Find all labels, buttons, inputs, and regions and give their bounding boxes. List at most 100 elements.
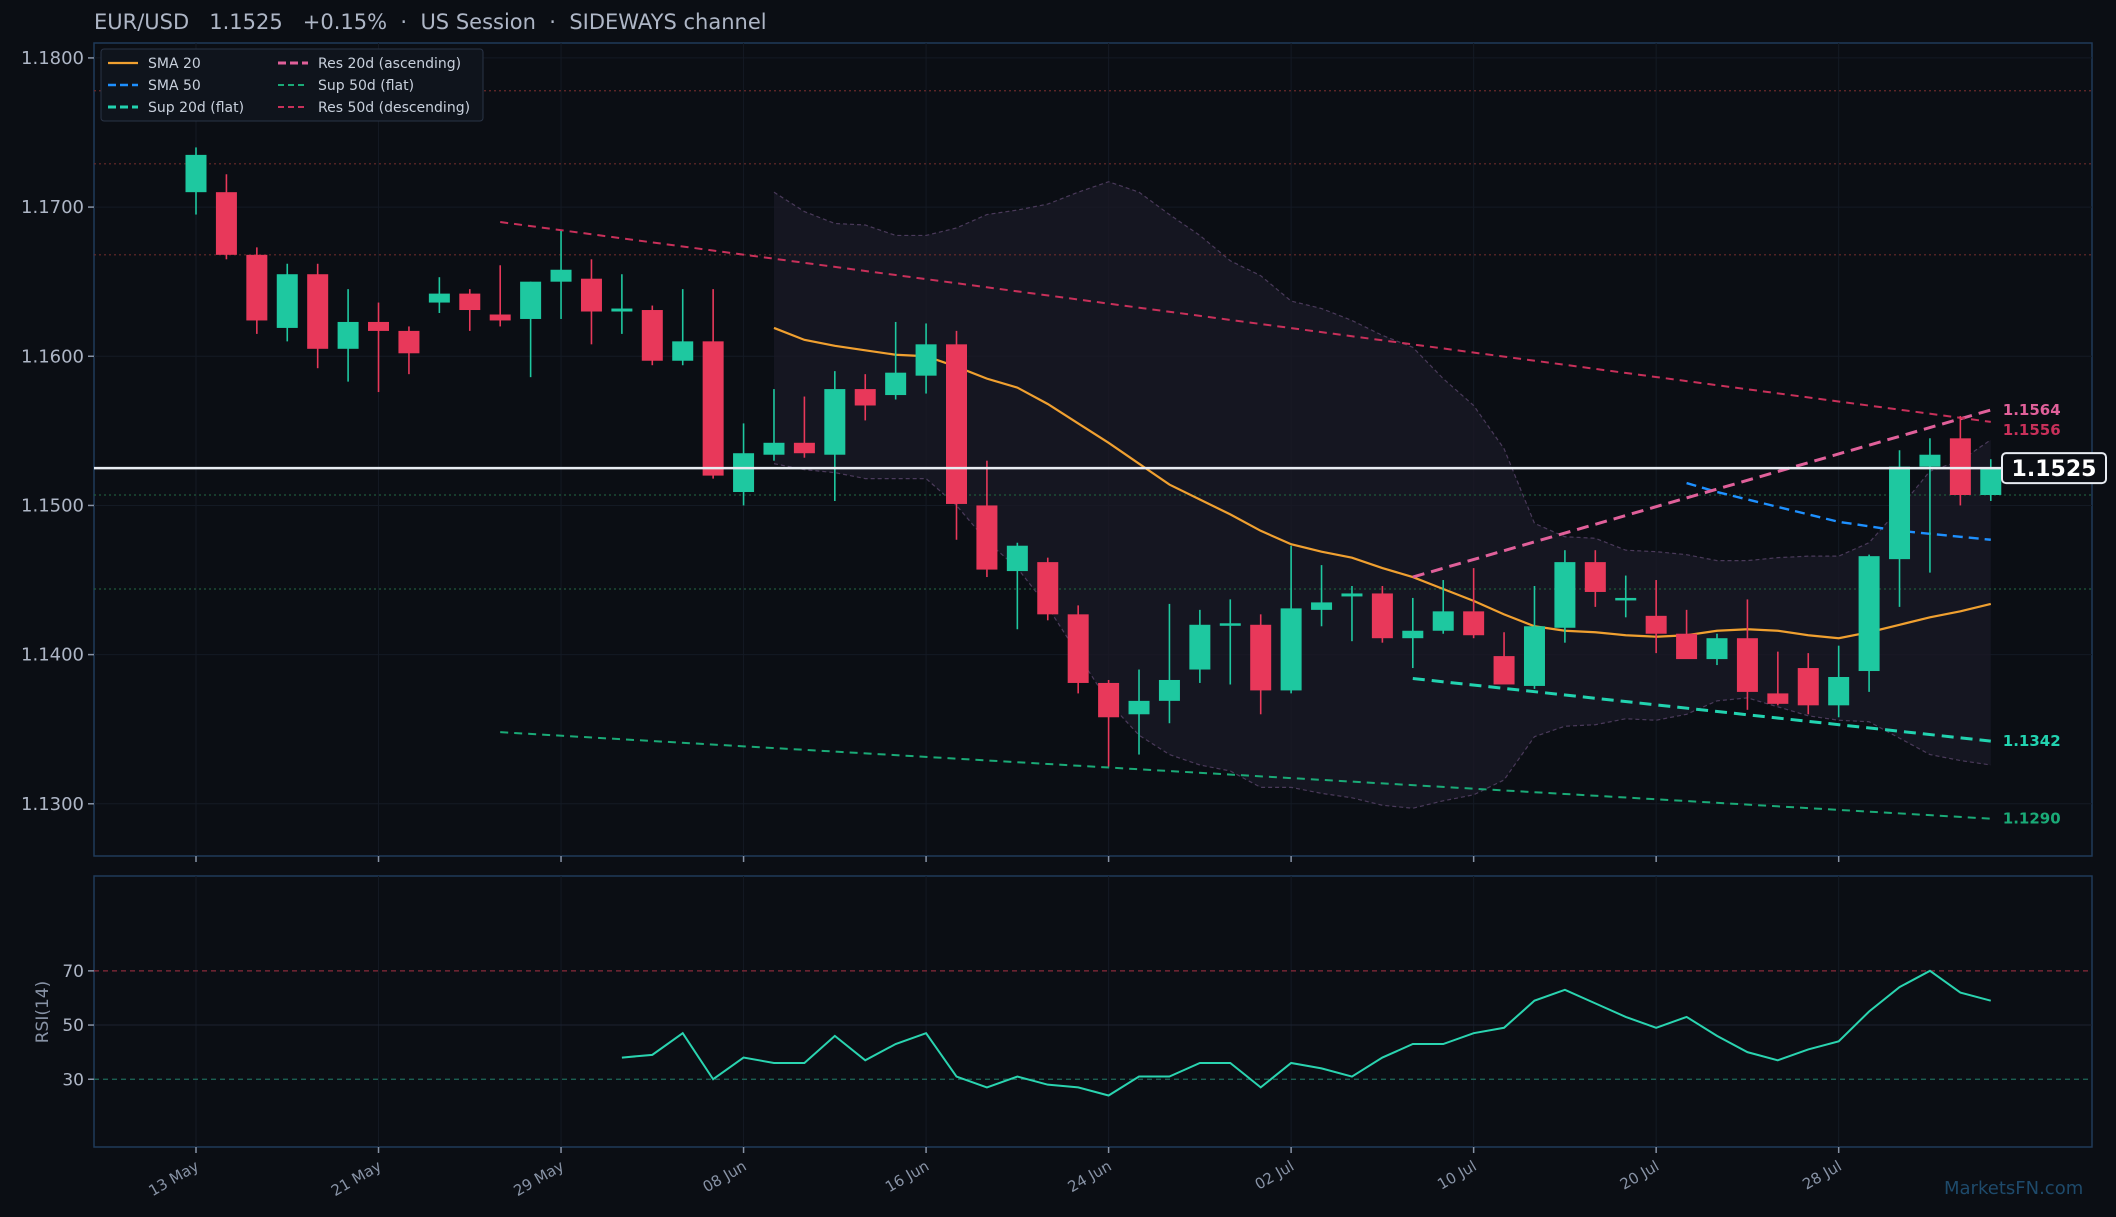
candle-body [337,321,359,349]
symbol-label: EUR/USD [94,10,190,34]
candle-body [520,281,542,319]
trendline-label: 1.1342 [2003,732,2061,750]
current-price-tag [2001,452,2107,485]
candle-body [1889,466,1911,560]
candle-body [580,278,602,312]
candle-body [1706,638,1728,660]
watermark: MarketsFN.com [1944,1178,2084,1199]
rsi-y-tick-label: 50 [62,1016,84,1036]
candle-body [215,192,237,255]
candle-body [1797,668,1819,706]
candle-body [1006,545,1028,572]
x-tick-label: 13 May [145,1157,202,1200]
candle-body [976,505,998,570]
candle-body [1645,615,1667,634]
x-tick-label: 10 Jul [1434,1157,1479,1194]
change-label: +0.15% [302,10,388,34]
candle-body [763,442,785,455]
candle-body [185,154,207,193]
candle-body [550,269,572,282]
candle-body [1219,623,1241,626]
sma50-line [1686,481,1991,541]
rsi-series: 30 50 70 RSI(14) [33,962,2092,1097]
candles [185,147,2002,767]
candle-body [1432,611,1454,631]
trendline-label: 1.1556 [2003,421,2061,439]
legend-entry: Sup 50d (flat) [318,78,414,94]
moving-averages [773,326,1992,640]
x-tick-label: 24 Jun [1065,1157,1115,1196]
legend-entry: SMA 20 [148,56,201,72]
candle-body [1676,633,1698,660]
candle-body [1341,593,1363,597]
chart-title: EUR/USD 1.1525 +0.15% · US Session · SID… [94,10,767,34]
candle-body [1311,602,1333,610]
candle-body [1158,679,1180,701]
y-tick-label: 1.1300 [21,794,84,815]
candle-body [1615,597,1637,601]
price-label: 1.1525 [209,10,283,34]
legend-entry: Sup 20d (flat) [148,100,244,116]
sma20-line [773,326,1992,640]
session-label: US Session [420,10,536,34]
candle-body [1858,556,1880,672]
legend-entry: Res 20d (ascending) [318,56,461,72]
rsi-line [621,969,1992,1097]
candle-body [1128,700,1150,715]
trendline [500,731,1991,820]
x-tick-label: 28 Jul [1799,1157,1844,1194]
trendline-label: 1.1564 [2003,401,2061,419]
candle-body [1037,562,1059,615]
trendline [500,221,1991,423]
current-price-label: 1.1525 [2012,457,2097,482]
legend-entry: Res 50d (descending) [318,100,470,116]
candle-body [1371,593,1393,639]
candle-body [1523,626,1545,686]
y-tick-label: 1.1600 [21,346,84,367]
trendline-label: 1.1290 [2003,810,2061,828]
candle-body [946,344,967,504]
candle-body [489,314,511,321]
candle-body [428,293,450,303]
candle-body [611,308,633,312]
x-tick-label: 29 May [511,1157,568,1200]
candle-body [672,341,694,361]
x-tick-label: 08 Jun [700,1157,750,1196]
regime-label: SIDEWAYS channel [569,10,767,34]
legend: SMA 20 Res 20d (ascending) SMA 50 Sup 50d (… [100,48,484,122]
x-tick-label: 20 Jul [1617,1157,1662,1194]
candle-body [793,442,815,454]
candle-body [459,293,481,311]
rsi-y-tick-label: 70 [62,962,84,982]
candle-body [1493,656,1515,685]
rsi-axis-label: RSI(14) [33,981,53,1044]
candle-body [1402,630,1424,639]
candle-body [824,389,846,455]
y-tick-label: 1.1500 [21,495,84,516]
candle-body [1736,638,1758,692]
candle-body [1828,676,1850,706]
candle-body [1584,562,1606,592]
candle-body [885,372,907,396]
candle-body [1280,608,1302,691]
candle-body [1767,693,1789,704]
y-tick-label: 1.1400 [21,645,84,666]
x-tick-label: 16 Jun [882,1157,932,1196]
legend-entry: SMA 50 [148,78,201,94]
candle-body [368,321,390,331]
candle-body [276,274,298,328]
candle-body [733,453,755,493]
trendlines: 1.1564 1.1342 1.1290 1.1556 [500,221,2061,828]
candle-body [641,310,663,361]
rsi-y-tick-label: 30 [62,1070,84,1090]
candle-body [702,341,724,476]
candle-body [307,274,329,349]
y-tick-label: 1.1800 [21,48,84,69]
trendline [1412,676,1991,743]
x-tick-label: 21 May [328,1157,385,1200]
candle-body [398,330,420,354]
candle-body [1463,611,1485,636]
horizontal-levels [94,90,2092,590]
candle-body [246,254,268,321]
